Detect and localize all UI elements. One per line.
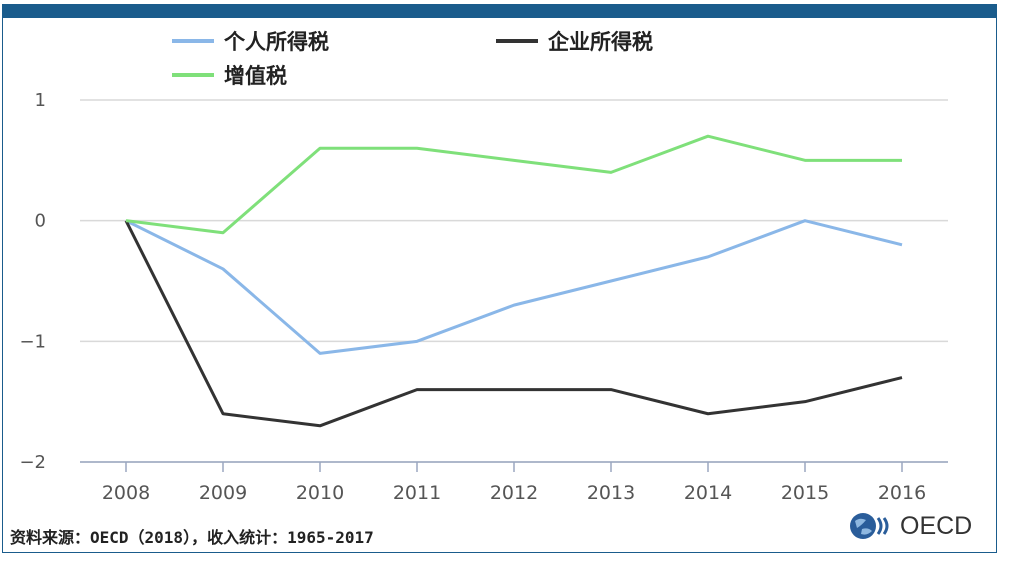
x-tick-label: 2014 [684, 482, 732, 504]
series-line-1 [124, 219, 903, 428]
oecd-logo: OECD [848, 509, 972, 543]
legend-label: 个人所得税 [224, 30, 329, 54]
legend-item-vat: 增值税 [172, 60, 287, 90]
x-tick-label: 2009 [199, 482, 247, 504]
legend-item-personal-income-tax: 个人所得税 [172, 26, 329, 56]
y-tick-label: 1 [35, 90, 46, 111]
series-line-2 [125, 134, 902, 235]
legend-swatch [172, 73, 214, 77]
y-tick-label: 0 [35, 211, 46, 232]
logo-text: OECD [900, 511, 973, 540]
x-tick-label: 2011 [393, 482, 441, 504]
legend-item-corporate-income-tax: 企业所得税 [496, 26, 653, 56]
legend-label: 增值税 [224, 64, 287, 88]
x-tick-label: 2010 [296, 482, 344, 504]
y-tick-label: −1 [19, 331, 46, 352]
legend-label: 企业所得税 [548, 30, 653, 54]
legend-swatch [496, 39, 538, 43]
x-tick-label: 2015 [781, 482, 829, 504]
x-tick-label: 2008 [102, 482, 150, 504]
series-line-0 [125, 219, 903, 355]
x-tick-label: 2013 [587, 482, 635, 504]
source-note: 资料来源：OECD（2018），收入统计：1965-2017 [10, 528, 374, 547]
x-tick-label: 2016 [878, 482, 926, 504]
y-tick-label: −2 [19, 452, 46, 473]
globe-icon [850, 513, 889, 539]
legend-swatch [172, 39, 214, 43]
x-tick-label: 2012 [490, 482, 538, 504]
